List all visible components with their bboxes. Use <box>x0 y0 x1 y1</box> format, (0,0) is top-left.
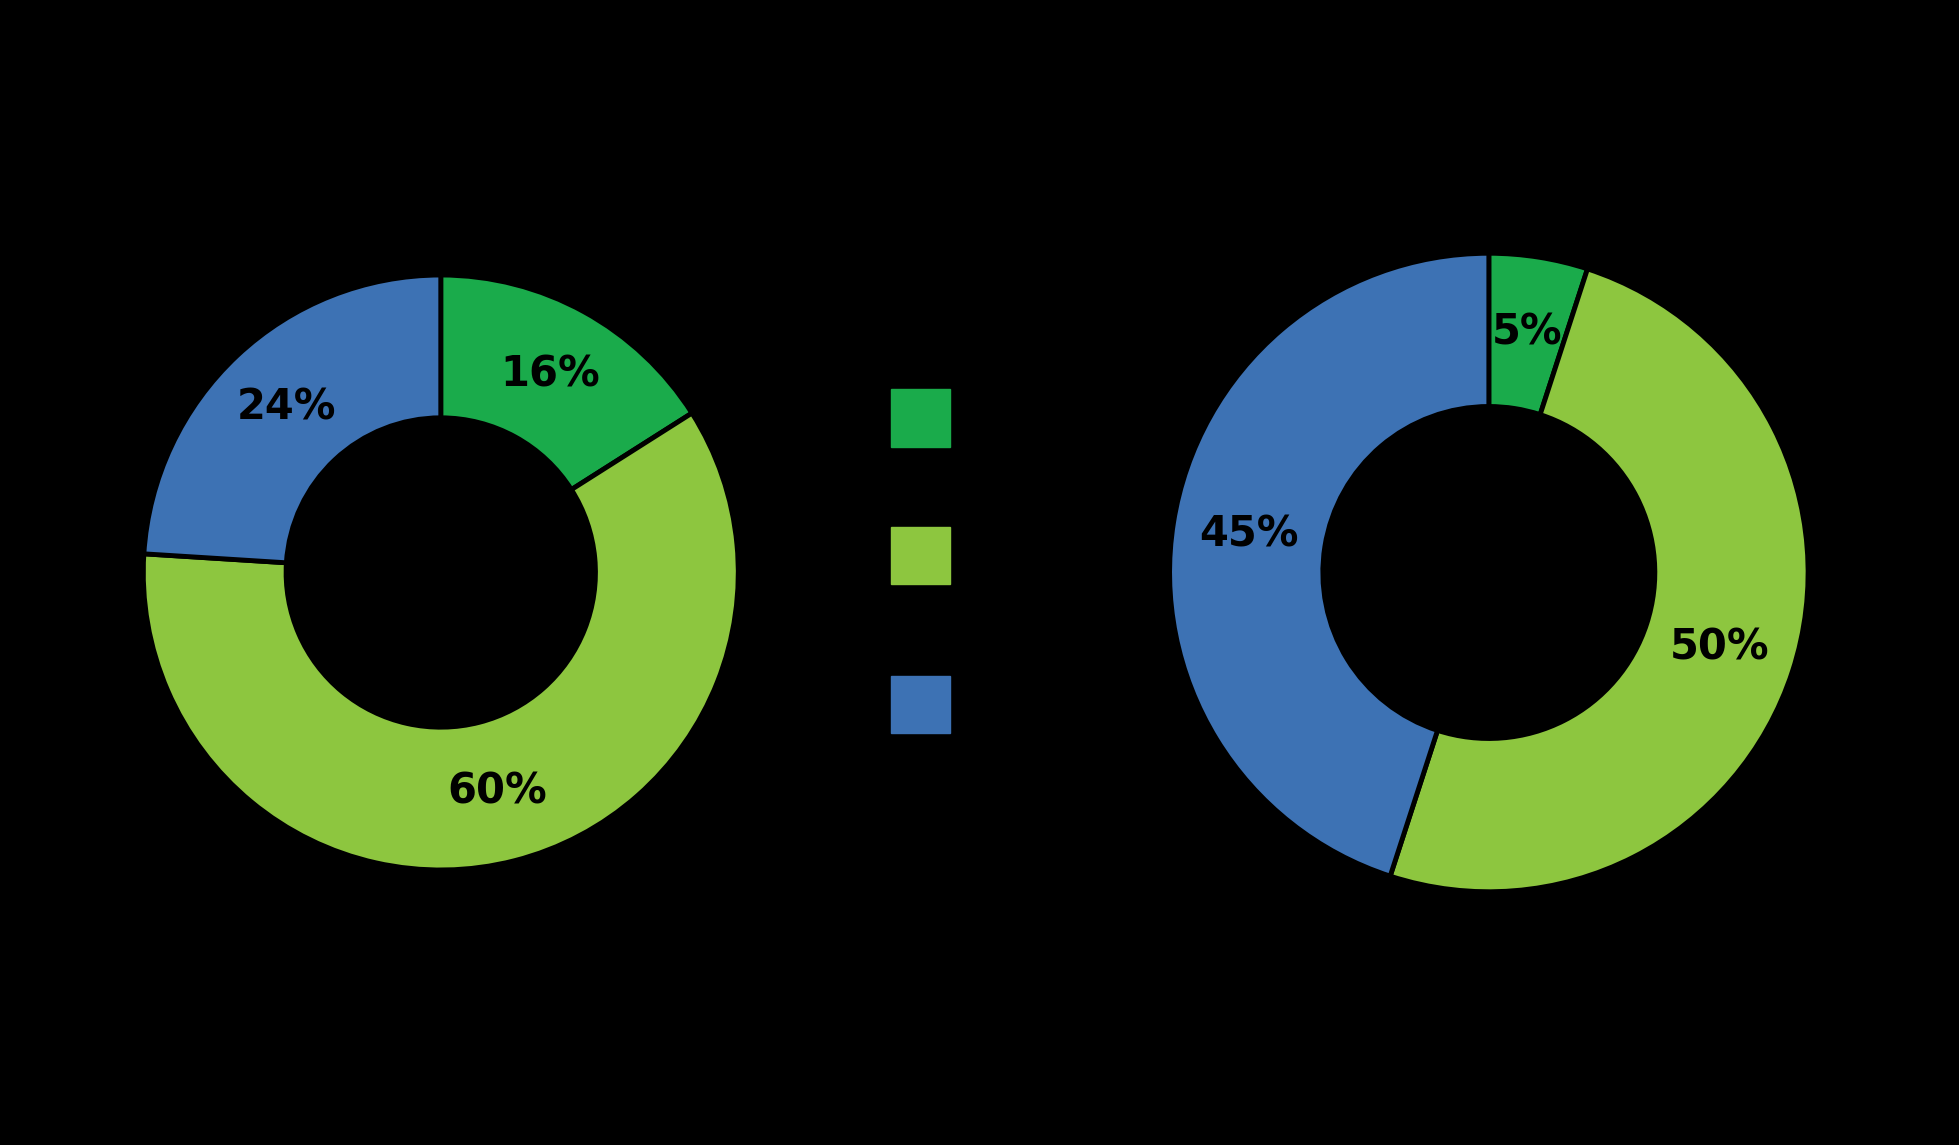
Bar <box>891 527 950 584</box>
Wedge shape <box>1391 269 1808 892</box>
Wedge shape <box>1170 253 1489 876</box>
Wedge shape <box>441 275 692 490</box>
Text: 24%: 24% <box>237 387 335 428</box>
Text: 5%: 5% <box>1491 311 1561 354</box>
Text: 16%: 16% <box>500 354 599 395</box>
Bar <box>891 389 950 447</box>
Text: 45%: 45% <box>1199 514 1299 555</box>
Wedge shape <box>143 413 739 870</box>
Text: 50%: 50% <box>1669 626 1769 669</box>
Text: 60%: 60% <box>447 771 547 813</box>
Wedge shape <box>143 275 441 563</box>
Bar <box>891 676 950 733</box>
Wedge shape <box>1489 253 1587 414</box>
